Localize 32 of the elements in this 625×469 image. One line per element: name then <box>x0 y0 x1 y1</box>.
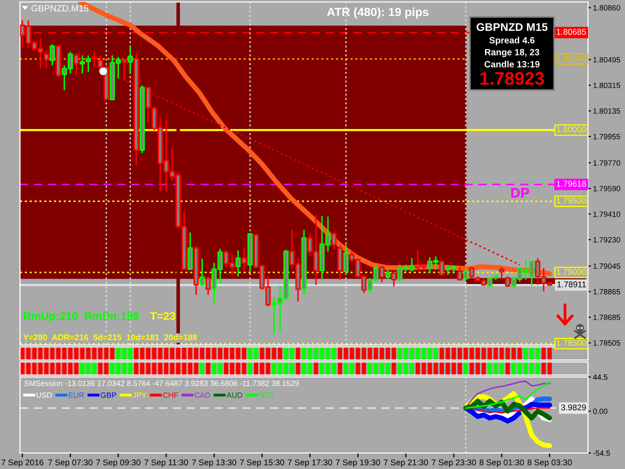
x-tick-label: 7 Sep 23:30 <box>432 459 476 468</box>
x-tick-label: 8 Sep 01:30 <box>480 459 524 468</box>
ref-line-label: 1.80685 <box>556 28 586 35</box>
x-tick-label: 7 Sep 17:30 <box>288 459 332 468</box>
annotation: 1.78923 <box>480 72 544 85</box>
x-tick-label: 7 Sep 11:30 <box>144 459 188 468</box>
annotation: GBPNZD M15 <box>476 23 548 31</box>
x-tick-label: 7 Sep 19:30 <box>336 459 380 468</box>
x-tick-label: 7 Sep 15:30 <box>240 459 284 468</box>
x-tick-label: 8 Sep 03:30 <box>528 459 572 468</box>
x-tick-label: 7 Sep 2016 <box>2 459 44 468</box>
ref-line-label: 1.79500 <box>556 198 586 204</box>
chart-title: GBPNZD,M15 <box>31 5 88 12</box>
annotation: RmUp:210 RmDn:199 <box>24 312 139 322</box>
ref-line-label: 1.79618 <box>556 180 586 187</box>
ref-line-label: 1.78911 <box>557 281 586 288</box>
ref-line-label: 3.9829 <box>561 404 586 410</box>
annotation: Range 18, 23 <box>485 48 540 58</box>
ref-line-label: 1.80000 <box>556 126 586 132</box>
ref-line-label: 1.78500 <box>556 340 586 346</box>
annotation: DP <box>511 188 530 198</box>
annotation: Spread 4.6 <box>489 36 535 46</box>
chart-subtitle: ATR (480): 19 pips <box>327 8 428 19</box>
ref-line-label: 1.79000 <box>556 268 586 275</box>
x-tick-label: 7 Sep 09:30 <box>96 459 140 468</box>
x-tick-label: 7 Sep 13:30 <box>192 459 236 468</box>
ref-line-label: 1.80500 <box>556 55 586 62</box>
annotation: Y=280 ADR=216 5d=215 10d=181 20d=188 <box>23 334 197 340</box>
x-tick-label: 7 Sep 21:30 <box>384 459 428 468</box>
annotation: Candle 13:19 <box>484 60 540 68</box>
x-tick-label: 7 Sep 07:30 <box>48 459 92 468</box>
annotation: T=23 <box>150 312 176 320</box>
